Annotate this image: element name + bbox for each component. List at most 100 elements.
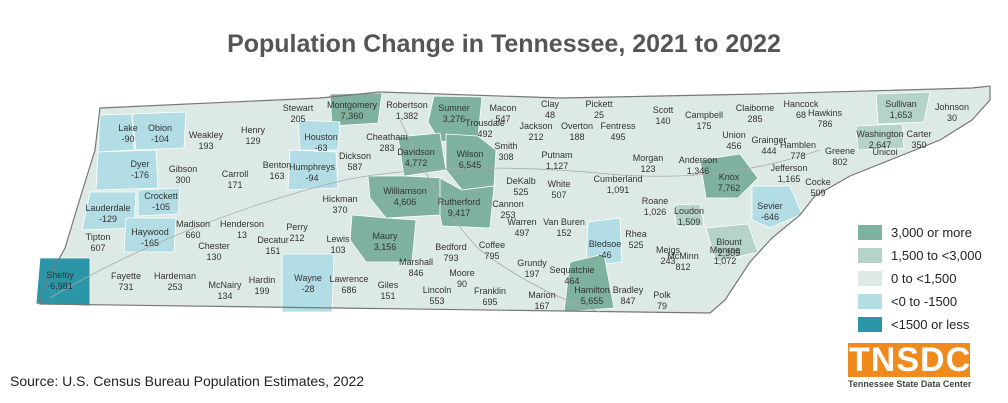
- county-name: Greene: [825, 146, 855, 156]
- county-name: Wayne: [294, 273, 322, 283]
- county-value: -646: [761, 212, 779, 222]
- county-label-wayne: Wayne -28: [294, 273, 322, 294]
- county-value: 175: [696, 121, 711, 131]
- county-name: Washington: [856, 129, 903, 139]
- county-value: 167: [534, 301, 549, 311]
- county-value: 1,346: [687, 166, 710, 176]
- county-value: 13: [237, 230, 247, 240]
- county-label-scott: Scott 140: [653, 105, 674, 126]
- county-value: -6,981: [47, 281, 73, 291]
- county-value: 300: [175, 175, 190, 185]
- county-value: 1,653: [890, 110, 913, 120]
- county-label-jackson: Jackson 212: [519, 121, 552, 142]
- county-name: Jefferson: [771, 163, 808, 173]
- legend-label: 1,500 to <3,000: [891, 247, 982, 263]
- county-name: Coffee: [479, 240, 505, 250]
- county-name: Marshall: [399, 257, 433, 267]
- county-label-williamson: Williamson 4,606: [383, 186, 427, 207]
- county-label-davidson: Davidson 4,772: [397, 147, 435, 168]
- county-value: 464: [564, 276, 579, 286]
- state-fill: [40, 86, 990, 313]
- county-value: 123: [640, 164, 655, 174]
- county-value: 2,647: [869, 140, 892, 150]
- county-name: Rhea: [625, 229, 647, 239]
- county-value: 525: [513, 187, 528, 197]
- county-label-obion: Obion -104: [148, 123, 172, 144]
- county-name: Sequatchie: [549, 265, 594, 275]
- county-name: White: [547, 179, 570, 189]
- county-name: Van Buren: [543, 217, 585, 227]
- county-value: 4,772: [405, 158, 428, 168]
- county-lake: [97, 113, 135, 153]
- county-label-sumner: Sumner 3,276: [438, 103, 470, 124]
- county-value: 3,276: [443, 114, 466, 124]
- county-value: 370: [332, 205, 347, 215]
- county-label-union: Union 456: [722, 130, 746, 151]
- county-value: 197: [524, 269, 539, 279]
- county-value: 171: [227, 180, 242, 190]
- legend-swatch: [858, 224, 882, 240]
- county-value: 199: [254, 286, 269, 296]
- county-name: Fentress: [600, 121, 636, 131]
- county-sullivan: [875, 91, 931, 125]
- county-value: 205: [290, 114, 305, 124]
- logo-tagline: Tennessee State Data Center: [848, 379, 972, 389]
- county-name: Meigs: [656, 245, 681, 255]
- county-label-lewis: Lewis 103: [326, 234, 350, 255]
- county-value: 507: [551, 190, 566, 200]
- county-value: 778: [790, 151, 805, 161]
- county-label-claiborne: Claiborne 285: [736, 103, 775, 124]
- county-name: Rutherford: [438, 197, 481, 207]
- county-value: 30: [947, 113, 957, 123]
- county-name: Cheatham: [366, 132, 408, 142]
- county-value: 308: [498, 152, 513, 162]
- county-value: 212: [289, 233, 304, 243]
- county-label-henderson: Henderson 13: [220, 219, 264, 240]
- county-name: Anderson: [679, 155, 718, 165]
- county-value: 5,655: [581, 296, 604, 306]
- county-label-cheatham: Cheatham 283: [366, 132, 408, 153]
- county-value: 4,606: [394, 197, 417, 207]
- county-name: Carter: [906, 129, 931, 139]
- county-value: 695: [482, 297, 497, 307]
- county-label-meigs: Meigs 243: [656, 245, 681, 266]
- county-label-benton: Benton 163: [263, 160, 292, 181]
- county-name: Trousdale: [465, 118, 505, 128]
- legend-label: 3,000 or more: [891, 224, 972, 240]
- county-value: 243: [660, 256, 675, 266]
- county-name: Gibson: [169, 164, 198, 174]
- county-value: 547: [495, 114, 510, 124]
- legend-swatch: [858, 293, 882, 309]
- county-label-montgomery: Montgomery 7,360: [327, 100, 378, 121]
- county-label-bledsoe: Bledsoe -46: [589, 239, 622, 260]
- county-value: 129: [245, 136, 260, 146]
- county-label-hamilton: Hamilton 5,655: [574, 285, 610, 306]
- county-label-shelby: Shelby -6,981: [46, 270, 74, 291]
- county-name: Maury: [372, 231, 398, 241]
- county-label-hickman: Hickman 370: [322, 194, 357, 215]
- county-value: 1,382: [396, 111, 419, 121]
- legend-item-cat2: 1,500 to <3,000: [858, 245, 982, 265]
- county-label-sevier: Sevier -646: [757, 201, 783, 222]
- county-name: Dickson: [339, 151, 371, 161]
- county-label-fayette: Fayette 731: [111, 271, 141, 292]
- county-maury: [349, 214, 417, 263]
- county-knox: [699, 153, 759, 199]
- county-name: Monroe: [710, 245, 741, 255]
- county-name: Lauderdale: [85, 203, 130, 213]
- county-label-smith: Smith 308: [494, 141, 517, 162]
- county-name: Lawrence: [329, 274, 368, 284]
- county-name: Giles: [378, 280, 399, 290]
- county-value: 1,127: [546, 161, 569, 171]
- county-name: Fayette: [111, 271, 141, 281]
- county-value: 151: [265, 246, 280, 256]
- county-name: Williamson: [383, 186, 427, 196]
- county-label-washington: Washington 2,647: [856, 129, 903, 150]
- county-rutherford: [439, 177, 495, 229]
- county-name: Lincoln: [423, 285, 452, 295]
- county-name: Smith: [494, 141, 517, 151]
- county-value: 793: [443, 253, 458, 263]
- county-sevier: [751, 185, 803, 229]
- county-name: Crockett: [144, 191, 178, 201]
